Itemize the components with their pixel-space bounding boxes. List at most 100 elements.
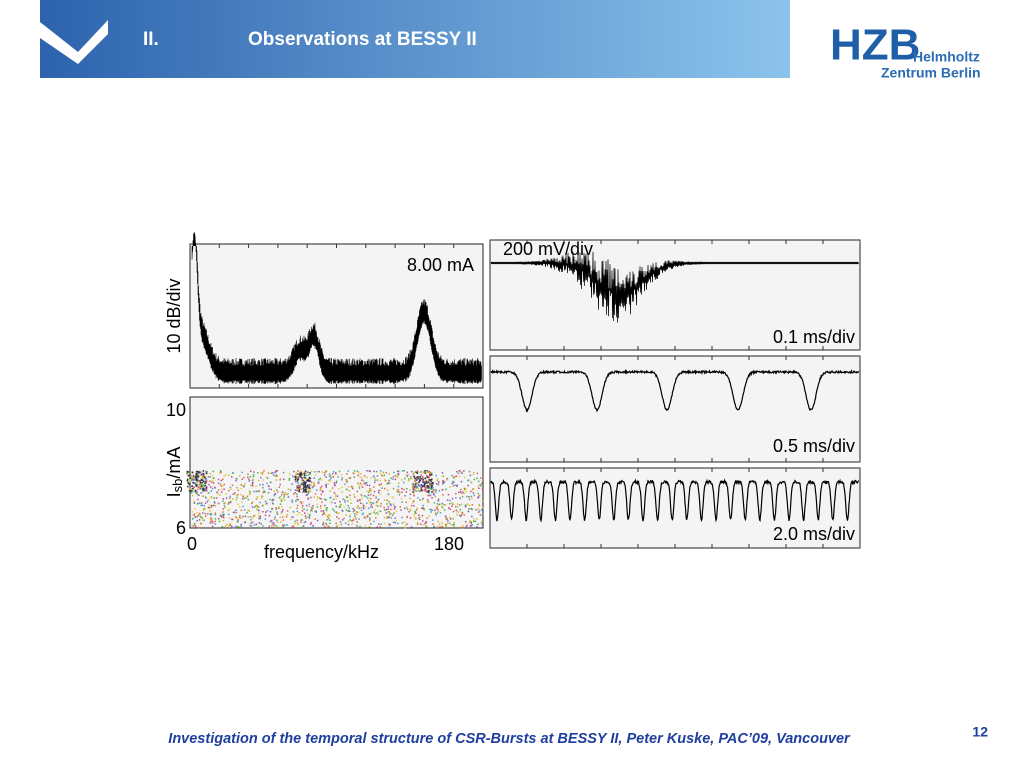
spectrogram-dot <box>437 525 439 527</box>
spectrogram-dot <box>235 516 237 518</box>
spectrogram-dot <box>405 474 407 476</box>
spectrogram-dot <box>383 506 385 509</box>
spectrogram-blob <box>425 479 427 481</box>
spectrogram-dot <box>252 501 254 503</box>
spectrogram-dot <box>276 521 279 523</box>
spectrogram-dot <box>458 470 461 472</box>
spectrogram-blob <box>413 489 416 491</box>
spectrogram-dot <box>378 489 380 492</box>
spectrogram-dot <box>396 476 399 478</box>
spectrogram-dot <box>255 505 257 507</box>
spectrogram-dot <box>353 496 356 498</box>
spectrogram-dot <box>396 470 399 472</box>
spectrogram-dot <box>322 511 325 513</box>
spectrogram-dot <box>451 474 453 477</box>
spectrogram-dot <box>478 503 480 506</box>
spectrogram-dot <box>301 507 303 509</box>
spectrogram-dot <box>272 524 275 526</box>
spectrogram-dot <box>221 516 223 518</box>
spectrogram-blob <box>303 489 305 492</box>
spectrogram-dot <box>357 506 359 508</box>
spectrogram-dot <box>433 525 436 528</box>
spectrogram-dot <box>481 523 484 526</box>
spectrogram-dot <box>325 513 327 516</box>
spectrogram-dot <box>322 491 324 493</box>
logo-line1: Helmholtz <box>913 49 980 65</box>
spectrogram-dot <box>316 503 318 506</box>
spectrogram-blob <box>303 482 305 484</box>
spectrogram-dot <box>305 517 307 519</box>
spectrogram-dot <box>463 470 465 472</box>
spectrogram-dot <box>404 507 406 509</box>
spectrogram-dot <box>466 503 469 505</box>
spectrogram-dot <box>212 477 215 480</box>
spectrogram-dot <box>470 521 472 523</box>
spectrogram-dot <box>310 510 312 512</box>
spectrogram-dot <box>262 525 264 527</box>
spectrogram-blob <box>202 473 205 475</box>
spectrogram-blob <box>423 483 426 485</box>
spectrogram-dot <box>257 526 259 529</box>
spectrogram-dot <box>268 485 270 488</box>
spectrogram-dot <box>231 484 234 486</box>
spectrogram-blob <box>432 487 434 489</box>
spectrogram-dot <box>276 525 278 527</box>
spectrogram-dot <box>421 470 423 472</box>
spectrogram-dot <box>336 512 338 515</box>
spectrogram-blob <box>190 478 193 480</box>
spectrogram-dot <box>386 489 389 491</box>
spectrogram-dot <box>334 484 336 487</box>
spectrogram-dot <box>425 520 427 523</box>
spectrogram-dot <box>209 480 211 482</box>
spectrogram-dot <box>283 499 286 501</box>
spectrogram-dot <box>477 511 480 513</box>
spectrogram-dot <box>250 525 253 527</box>
spectrogram-blob <box>302 473 305 476</box>
spectrogram-blob <box>297 477 300 480</box>
spectrogram-dot <box>276 475 279 477</box>
spectrogram-blob <box>195 484 197 486</box>
spectrogram-dot <box>349 514 351 516</box>
spectrogram-dot <box>296 510 298 512</box>
spectrogram-dot <box>262 487 264 489</box>
spectrogram-blob <box>202 470 205 472</box>
spectrogram-dot <box>210 496 213 498</box>
spectrogram-dot <box>262 484 264 486</box>
spectrogram-dot <box>364 524 367 527</box>
spectrogram-dot <box>255 523 258 525</box>
spectrogram-dot <box>323 474 326 476</box>
trace-box-3 <box>489 467 861 549</box>
spectrogram-dot <box>308 516 311 518</box>
spectrogram-dot <box>296 507 298 509</box>
spectrogram-dot <box>231 476 233 478</box>
spectrogram-dot <box>341 477 343 479</box>
spectrogram-dot <box>466 495 468 498</box>
spectrogram-dot <box>353 493 355 496</box>
spectrogram-dot <box>320 493 322 496</box>
spectrogram-dot <box>465 525 468 528</box>
spectrogram-dot <box>245 497 248 499</box>
spectrogram-dot <box>325 486 328 488</box>
spectrogram-dot <box>194 508 196 510</box>
spectrogram-dot <box>373 520 375 523</box>
spectrogram-blob <box>199 482 202 484</box>
spectrogram-blob <box>414 481 416 484</box>
spectrogram-dot <box>448 507 450 509</box>
spectrogram-dot <box>369 517 371 519</box>
spectrogram-dot <box>347 520 350 523</box>
spectrogram-dot <box>247 498 250 501</box>
spectrogram-dot <box>393 508 395 510</box>
spectrogram-blob <box>294 480 297 483</box>
spectrogram-dot <box>296 495 298 498</box>
spectrogram-dot <box>366 476 368 479</box>
spectrogram-dot <box>301 514 303 516</box>
spectrogram-dot <box>412 502 414 504</box>
spectrogram-dot <box>250 521 253 524</box>
spectrogram-dot <box>427 499 429 501</box>
spectrogram-dot <box>224 502 226 504</box>
spectrogram-dot <box>433 502 436 504</box>
spectrogram-dot <box>310 496 312 499</box>
spectrogram-dot <box>415 517 417 520</box>
spectrogram-blob <box>430 488 433 490</box>
spectrogram-blob <box>205 487 208 489</box>
